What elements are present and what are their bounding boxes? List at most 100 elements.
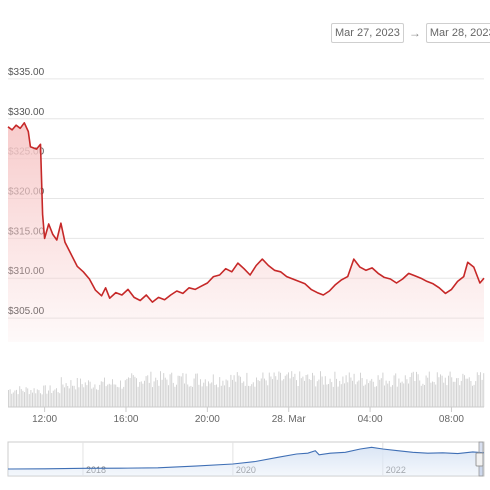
volume-bar xyxy=(102,381,104,407)
volume-bar xyxy=(305,375,307,407)
volume-bar xyxy=(244,385,246,407)
volume-bar xyxy=(180,376,182,407)
volume-bar xyxy=(206,386,208,407)
volume-bar xyxy=(224,385,225,407)
volume-bar xyxy=(441,375,443,407)
volume-bar xyxy=(352,380,353,407)
volume-bar xyxy=(368,383,369,407)
volume-bar xyxy=(353,373,355,407)
volume-bar xyxy=(187,384,189,407)
volume-bar xyxy=(281,380,283,407)
volume-bar xyxy=(25,387,27,407)
volume-bar xyxy=(238,375,240,407)
volume-bar xyxy=(428,371,430,407)
volume-bar xyxy=(16,389,17,407)
volume-bar xyxy=(364,384,366,407)
volume-bar xyxy=(36,389,38,407)
volume-bar xyxy=(121,388,123,407)
volume-bar xyxy=(283,379,285,407)
volume-bar xyxy=(272,379,273,407)
volume-bar xyxy=(291,371,293,407)
date-from-input[interactable]: Mar 27, 2023 xyxy=(331,23,404,43)
volume-bar xyxy=(219,377,221,407)
volume-bar xyxy=(128,377,129,407)
x-tick-label: 28. Mar xyxy=(272,414,307,425)
volume-bar xyxy=(425,375,427,407)
volume-bar xyxy=(304,380,305,407)
volume-bar xyxy=(396,386,398,407)
volume-bar xyxy=(230,374,232,407)
volume-bar xyxy=(104,377,105,407)
volume-bar xyxy=(192,386,193,407)
volume-bar xyxy=(177,375,179,407)
volume-bar xyxy=(216,384,217,407)
volume-bar xyxy=(86,385,88,407)
volume-bar xyxy=(478,375,480,407)
volume-bar xyxy=(260,378,262,407)
volume-bar xyxy=(417,374,419,407)
volume-bar xyxy=(38,390,40,407)
volume-bar xyxy=(163,373,165,407)
volume-bar xyxy=(83,387,85,407)
volume-bar xyxy=(136,378,137,407)
volume-bar xyxy=(235,381,237,407)
y-tick-label: $335.00 xyxy=(8,67,45,78)
volume-bar xyxy=(459,385,461,407)
volume-bar xyxy=(371,378,373,407)
volume-bar xyxy=(201,386,203,407)
volume-bar xyxy=(204,379,206,407)
date-to-input[interactable]: Mar 28, 2023 xyxy=(425,23,490,43)
volume-bar xyxy=(99,384,101,407)
volume-bar xyxy=(321,376,323,407)
volume-bar xyxy=(57,392,59,407)
volume-bar xyxy=(339,380,341,407)
volume-bar xyxy=(284,375,286,407)
volume-bar xyxy=(334,371,336,407)
volume-bar xyxy=(9,389,11,407)
volume-bar xyxy=(374,386,376,407)
volume-bar xyxy=(444,377,446,407)
volume-bar xyxy=(398,378,400,407)
volume-bar xyxy=(481,379,483,407)
volume-bar xyxy=(110,384,112,407)
x-tick-label: 20:00 xyxy=(195,414,220,425)
volume-bar xyxy=(268,372,270,407)
volume-bar xyxy=(248,385,249,407)
volume-bar xyxy=(316,381,318,407)
volume-bar xyxy=(145,376,147,407)
volume-bar xyxy=(369,380,371,407)
volume-bar xyxy=(70,380,72,407)
volume-bar xyxy=(300,378,302,407)
volume-bar xyxy=(276,379,278,407)
navigator-handle[interactable] xyxy=(475,452,484,467)
volume-bar xyxy=(193,378,195,407)
volume-bar xyxy=(100,381,102,407)
volume-bar xyxy=(294,373,296,407)
volume-bar xyxy=(467,378,469,407)
volume-bar xyxy=(51,393,53,407)
volume-bar xyxy=(315,386,317,407)
volume-bar xyxy=(24,392,25,407)
volume-bar xyxy=(243,381,245,407)
volume-bar xyxy=(147,375,149,407)
volume-bar xyxy=(67,386,69,407)
volume-bar xyxy=(308,379,310,407)
volume-bar xyxy=(8,390,9,407)
volume-bar xyxy=(401,381,403,407)
volume-bar xyxy=(436,372,438,407)
volume-bar xyxy=(337,386,339,407)
volume-bar xyxy=(41,394,43,407)
volume-bar xyxy=(91,388,93,407)
volume-bar xyxy=(153,381,155,407)
volume-bar xyxy=(448,375,449,407)
volume-bar xyxy=(262,372,264,407)
price-area xyxy=(8,122,484,342)
volume-bar xyxy=(251,384,253,407)
volume-bar xyxy=(438,377,440,407)
volume-bar xyxy=(395,373,397,407)
volume-bar xyxy=(64,387,65,407)
volume-bar xyxy=(44,385,46,407)
volume-bar xyxy=(358,380,360,407)
navigator-area xyxy=(8,447,484,476)
volume-bar xyxy=(228,387,230,407)
